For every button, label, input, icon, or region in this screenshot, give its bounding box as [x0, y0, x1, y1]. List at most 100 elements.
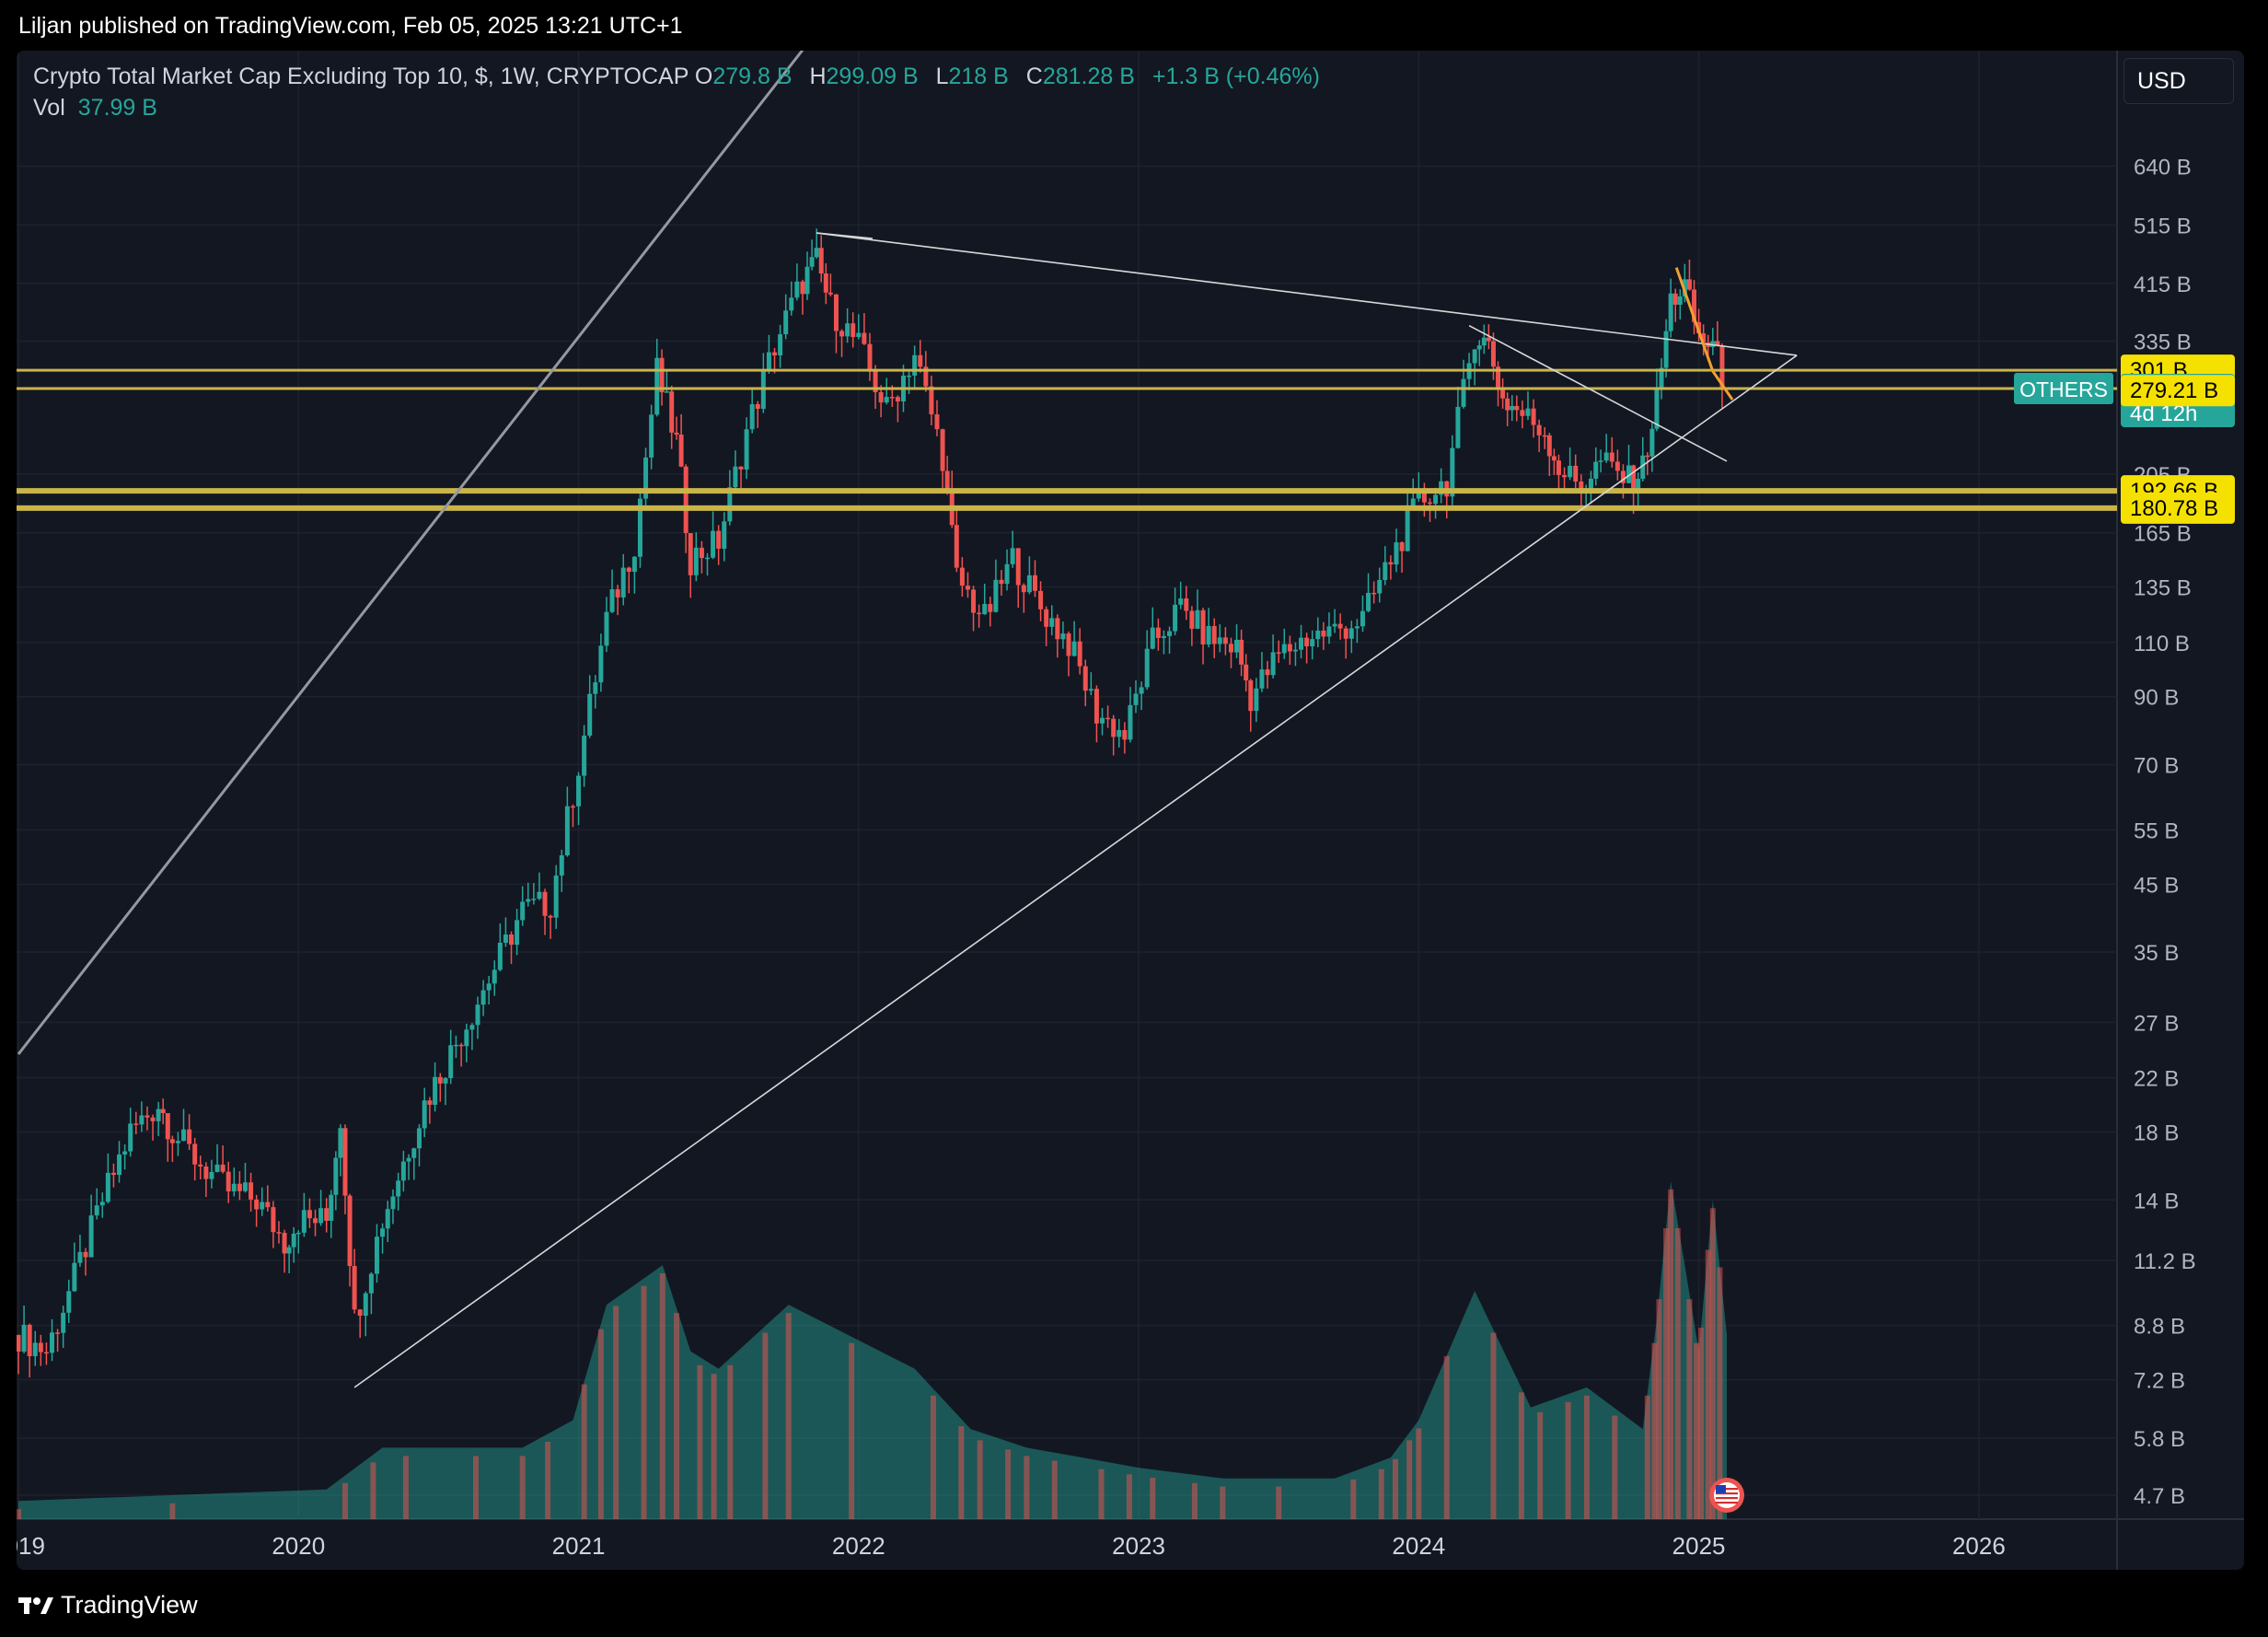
- volume-bar-down: [1406, 1440, 1413, 1519]
- volume-bar-down: [1656, 1299, 1662, 1519]
- price-label-text: 180.78 B: [2130, 496, 2218, 521]
- candle-up: [1472, 349, 1477, 364]
- candle-down: [940, 429, 945, 471]
- candle-up: [604, 611, 609, 646]
- candle-up: [1710, 341, 1716, 347]
- candle-down: [988, 603, 993, 612]
- volume-bar-down: [1565, 1401, 1571, 1519]
- volume-bar-down: [697, 1364, 703, 1519]
- candle-down: [1388, 562, 1394, 565]
- legend-change: +1.3 B (+0.46%): [1151, 64, 1320, 89]
- candle-up: [139, 1115, 145, 1125]
- candle-down: [823, 273, 828, 293]
- trendline: [1468, 324, 1728, 462]
- candle-up: [1026, 575, 1032, 593]
- candle-down: [1094, 689, 1099, 724]
- candle-down: [867, 343, 873, 371]
- candle-up: [1206, 625, 1211, 644]
- price-label-text: 279.21 B: [2130, 378, 2218, 403]
- candle-down: [1276, 652, 1281, 654]
- candle-down: [1337, 623, 1343, 629]
- candle-up: [77, 1251, 83, 1263]
- publisher-attribution: Liljan published on TradingView.com, Feb…: [18, 13, 683, 39]
- volume-bar-down: [1378, 1469, 1384, 1519]
- candle-up: [318, 1208, 324, 1224]
- candle-up: [526, 899, 531, 902]
- volume-bar-down: [977, 1440, 983, 1519]
- us-flag-stripe: [1716, 1502, 1739, 1504]
- currency-selector[interactable]: USD: [2123, 58, 2234, 104]
- candle-up: [66, 1291, 72, 1313]
- candle-up: [1476, 345, 1482, 350]
- candle-down: [1520, 410, 1525, 416]
- volume-bar-down: [1518, 1392, 1524, 1519]
- candle-up: [711, 530, 716, 558]
- volume-bar-down: [762, 1332, 769, 1519]
- candle-down: [954, 525, 959, 568]
- candle-down: [1500, 389, 1506, 399]
- candle-down: [548, 915, 553, 918]
- candle-down: [800, 281, 805, 295]
- legend-close: 281.28 B: [1042, 64, 1135, 89]
- candle-up: [295, 1232, 301, 1235]
- candle-down: [1620, 470, 1626, 483]
- volume-bar-down: [1191, 1482, 1198, 1519]
- volume-bar-down: [169, 1503, 176, 1519]
- candle-down: [999, 579, 1004, 585]
- price-label-bg: [2121, 492, 2235, 524]
- y-tick-label: 335 B: [2134, 331, 2192, 355]
- candle-down: [1184, 598, 1189, 611]
- volume-bar-down: [370, 1462, 376, 1519]
- volume-bar-down: [519, 1456, 526, 1519]
- candle-up: [609, 589, 615, 612]
- candle-down: [1546, 435, 1552, 457]
- candle-up: [733, 466, 738, 488]
- candle-up: [749, 404, 755, 430]
- candle-down: [818, 248, 824, 274]
- x-tick-label: 2025: [1672, 1532, 1726, 1560]
- y-tick-label: 45 B: [2134, 873, 2179, 898]
- candle-down: [1573, 465, 1579, 482]
- candle-up: [400, 1161, 406, 1181]
- candle-down: [827, 292, 833, 295]
- candle-up: [1133, 693, 1139, 705]
- candle-up: [1481, 337, 1487, 346]
- volume-bar-down: [1709, 1208, 1716, 1519]
- us-flag-stripe: [1716, 1488, 1739, 1491]
- candle-up: [620, 567, 626, 598]
- volume-bar-down: [1098, 1469, 1105, 1519]
- candle-up: [794, 281, 800, 298]
- candle-down: [509, 935, 515, 946]
- candle-up: [727, 487, 733, 522]
- candle-down: [1631, 465, 1637, 493]
- candle-down: [1701, 333, 1707, 343]
- volume-bar-down: [545, 1442, 551, 1519]
- candle-up: [531, 899, 537, 900]
- candle-down: [1579, 482, 1584, 493]
- tradingview-logo[interactable]: TradingView: [18, 1591, 198, 1620]
- candle-up: [156, 1109, 161, 1121]
- candle-down: [1015, 548, 1021, 586]
- legend-low: 218 B: [948, 64, 1009, 89]
- volume-value: 37.99 B: [77, 95, 157, 121]
- candle-down: [1421, 490, 1427, 503]
- candle-up: [1568, 465, 1573, 478]
- volume-bar-down: [674, 1313, 680, 1519]
- volume-bar-down: [1350, 1479, 1357, 1519]
- candle-down: [923, 366, 929, 387]
- candle-up: [128, 1123, 133, 1152]
- candle-down: [1321, 630, 1326, 637]
- volume-bar-down: [1051, 1460, 1058, 1519]
- x-tick-label: 2023: [1112, 1532, 1165, 1560]
- y-tick-label: 110 B: [2134, 632, 2190, 656]
- legend-low-label: L: [935, 64, 949, 89]
- chart-legend: Crypto Total Market Cap Excluding Top 10…: [33, 64, 1331, 90]
- candle-up: [1128, 704, 1133, 740]
- legend-open: 279.8 B: [712, 64, 793, 89]
- candle-down: [342, 1128, 348, 1196]
- candle-down: [1371, 592, 1377, 595]
- x-tick-label: 2024: [1392, 1532, 1445, 1560]
- volume-bar-down: [711, 1374, 717, 1519]
